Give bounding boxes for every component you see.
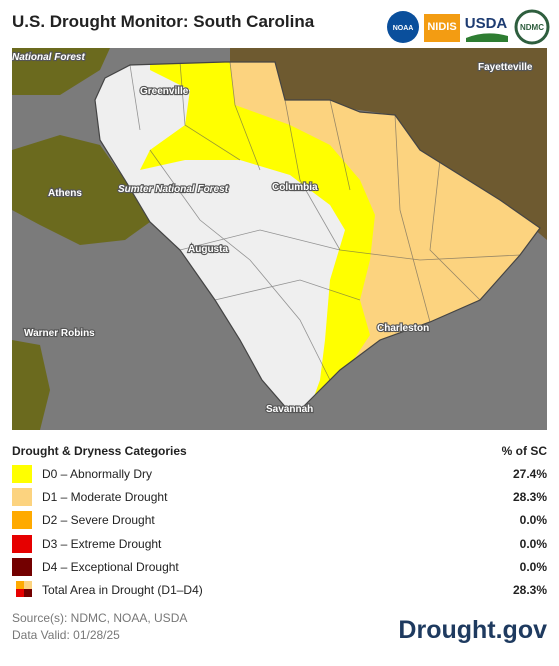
swatch — [12, 534, 32, 553]
legend-row: D4 – Exceptional Drought 0.0% — [12, 556, 547, 578]
noaa-logo — [387, 11, 419, 43]
swatch — [12, 488, 32, 507]
swatch — [12, 557, 32, 576]
noaa-text: NOAA — [393, 25, 414, 32]
logos: NOAA NIDIS USDA NDMC — [387, 9, 550, 45]
category-value: 0.0% — [519, 559, 547, 574]
title: U.S. Drought Monitor: South Carolina — [12, 12, 315, 31]
category-label: D0 – Abnormally Dry — [42, 467, 153, 481]
nidis-logo — [424, 14, 460, 42]
legend-row: D2 – Severe Drought 0.0% — [12, 509, 547, 531]
legend-row: D3 – Extreme Drought 0.0% — [12, 533, 547, 555]
sources: Source(s): NDMC, NOAA, USDA — [12, 611, 188, 625]
usda-swoosh — [466, 33, 508, 42]
map-label: Augusta — [188, 244, 228, 255]
legend-row: D0 – Abnormally Dry 27.4% — [12, 463, 547, 485]
ndmc-logo — [514, 9, 550, 45]
legend-row: D1 – Moderate Drought 28.3% — [12, 486, 547, 508]
map-label: Greenville — [140, 86, 189, 97]
map-label: Athens — [48, 188, 82, 199]
south-forest-area — [12, 340, 50, 430]
map-label: Warner Robins — [24, 328, 95, 339]
category-label: D1 – Moderate Drought — [42, 490, 168, 505]
ndmc-text: NDMC — [520, 23, 544, 32]
category-label: D4 – Exceptional Drought — [42, 559, 179, 574]
swatch — [12, 511, 32, 530]
legend-heading: Drought & Dryness Categories — [12, 444, 187, 458]
national-forest-area — [12, 48, 110, 95]
legend-column: % of SC — [501, 444, 547, 458]
category-value: 27.4% — [512, 467, 547, 481]
georgia-forest-area — [12, 135, 150, 245]
category-value: 0.0% — [519, 513, 547, 528]
map-label: Sumter National Forest — [118, 184, 229, 195]
category-value: 0.0% — [519, 536, 547, 551]
legend-total: Total Area in Drought (D1–D4) 28.3% — [12, 579, 547, 601]
county-lines — [129, 62, 521, 381]
swatch — [12, 465, 32, 483]
data-valid: Data Valid: 01/28/25 — [12, 628, 120, 642]
total-value: 28.3% — [512, 583, 547, 597]
north-carolina-forest — [230, 48, 547, 240]
usda-text: USDA — [465, 15, 508, 32]
category-label: D3 – Extreme Drought — [42, 536, 162, 551]
total-swatch — [12, 581, 32, 599]
map-label: Savannah — [266, 404, 313, 415]
category-label: D2 – Severe Drought — [42, 513, 155, 528]
brand: Drought.gov — [398, 616, 547, 644]
map-label: Fayetteville — [478, 62, 533, 73]
category-value: 28.3% — [512, 490, 547, 505]
total-label: Total Area in Drought (D1–D4) — [42, 583, 203, 597]
map-label: Charleston — [377, 323, 429, 334]
map: National Forest Greenville Fayetteville … — [12, 48, 547, 430]
map-label: Columbia — [272, 182, 318, 193]
nidis-text: NIDIS — [427, 21, 456, 33]
map-label: National Forest — [12, 52, 85, 63]
